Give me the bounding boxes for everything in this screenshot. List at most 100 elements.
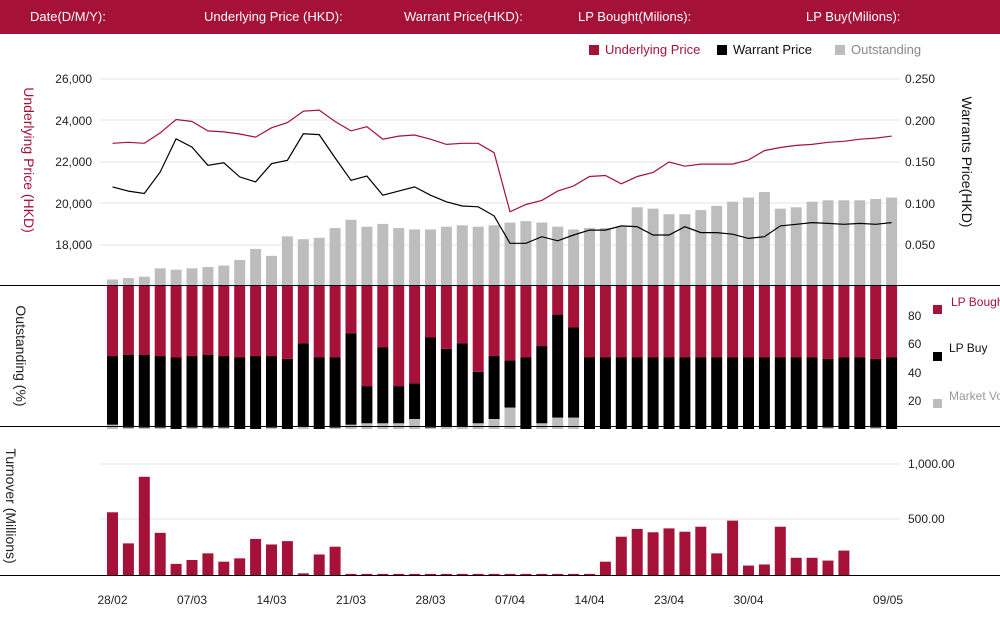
legend-warrant: Warrant Price (733, 42, 812, 57)
price-right-ticks: 0.250 0.200 0.150 0.100 0.050 (905, 72, 935, 252)
outstanding-bar (886, 197, 898, 285)
market-volume-bar (122, 427, 134, 429)
outstanding-bar (504, 222, 516, 285)
legend-swatch-market-volume (933, 399, 942, 408)
lp-bought-bar (552, 286, 564, 315)
x-tick-label: 09/05 (873, 593, 903, 607)
lp-bought-bar (854, 286, 866, 358)
lp-bought-bar (870, 286, 882, 359)
underlying-price-line (112, 109, 892, 213)
lp-bought-bar (456, 286, 468, 344)
outstanding-bar (154, 268, 166, 285)
outstanding-bar (806, 201, 818, 285)
lp-bought-bar (281, 286, 293, 359)
turnover-bar (806, 557, 818, 575)
outstanding-axis-title: Outstanding (%) (13, 305, 29, 406)
outstanding-bar (107, 279, 118, 285)
x-tick-label: 14/04 (574, 593, 604, 607)
outstanding-bar (122, 278, 134, 285)
lp-bought-bar (584, 286, 595, 358)
turnover-bar (122, 543, 134, 575)
warrant-price-label: Warrant Price(HKD): (404, 9, 523, 24)
turnover-axis-title: Turnover (Millions) (3, 448, 19, 563)
outstanding-bar (552, 226, 564, 285)
lp-bought-bar (568, 286, 580, 328)
tick-turnover: 500.00 (908, 512, 945, 526)
lp-stacked-bars (107, 286, 898, 429)
lp-bought-bar (615, 286, 627, 358)
outstanding-bar (838, 200, 850, 285)
outstanding-bar (138, 276, 150, 285)
tick-pct: 20 (908, 394, 922, 408)
x-tick-label: 30/04 (733, 593, 763, 607)
outstanding-bar (345, 219, 357, 285)
lp-bought-bar (186, 286, 198, 357)
tick-left: 18,000 (55, 238, 92, 252)
lp-buy-bar (790, 357, 802, 429)
outstanding-bar (599, 228, 611, 285)
legend-swatch-underlying (589, 45, 599, 55)
outstanding-bar (631, 207, 643, 285)
lp-buy-bar (218, 356, 230, 428)
lp-bought-bar (313, 286, 325, 358)
outstanding-bar (361, 226, 373, 285)
turnover-bar (186, 560, 198, 575)
lp-buy-bar (440, 348, 452, 427)
lp-bought-label: LP Bought(Milions): (578, 9, 692, 24)
market-volume-bar (409, 418, 421, 429)
market-volume-bar (297, 426, 309, 429)
lp-bought-bar (758, 286, 770, 358)
lp-buy-bar (472, 371, 484, 424)
tick-left: 20,000 (55, 197, 92, 211)
x-tick-label: 28/02 (97, 593, 127, 607)
lp-legend: LP Bought LP Buy Market Volume (933, 295, 1000, 408)
lp-buy-bar (393, 386, 405, 424)
lp-buy-bar (520, 357, 532, 429)
legend-swatch-lp-bought (933, 305, 942, 314)
turnover-bar (202, 553, 214, 575)
legend-lp-bought: LP Bought (951, 295, 1000, 309)
lp-buy-bar (743, 357, 754, 429)
legend-outstanding: Outstanding (851, 42, 921, 57)
turnover-bar (552, 573, 564, 575)
turnover-bar (727, 520, 739, 575)
lp-bought-bar (393, 286, 405, 387)
x-tick-label: 23/04 (654, 593, 684, 607)
outstanding-bar (870, 198, 882, 285)
outstanding-bar (409, 229, 421, 285)
turnover-bar (313, 554, 325, 575)
turnover-bar (631, 528, 643, 575)
x-axis-labels: 28/02 07/03 14/03 21/03 28/03 07/04 14/04 23/04… (97, 593, 903, 607)
market-volume-bar (822, 427, 834, 429)
turnover-bar (393, 573, 405, 575)
warrant-price-line (112, 133, 892, 244)
lp-buy-bar (504, 360, 516, 408)
lp-buy-bar (313, 357, 325, 429)
turnover-bar (138, 476, 150, 575)
lp-buy-bar (425, 337, 436, 428)
tick-left: 26,000 (55, 72, 92, 86)
lp-bought-bar (345, 286, 357, 334)
right-axis-title: Warrants Price(HKD) (959, 97, 975, 228)
price-legend: Underlying Price Warrant Price Outstandi… (589, 42, 921, 57)
turnover-bar (822, 560, 834, 575)
lp-buy-bar (345, 333, 357, 425)
turnover-bar (409, 573, 421, 575)
outstanding-bar (758, 192, 770, 285)
lp-bought-bar (440, 286, 452, 349)
turnover-bar (425, 573, 436, 575)
lp-buy-bar (806, 357, 818, 429)
lp-buy-bar (154, 356, 166, 428)
lp-buy-bar (758, 357, 770, 429)
turnover-bar (663, 528, 675, 575)
lp-buy-bar (186, 356, 198, 428)
lp-buy-bar (663, 357, 675, 429)
lp-bought-bar (806, 286, 818, 358)
lp-bought-bar (107, 286, 118, 357)
market-volume-bar (186, 427, 198, 429)
lp-bought-bar (202, 286, 214, 355)
turnover-bar (440, 573, 452, 575)
turnover-bar (615, 536, 627, 575)
lp-buy-bar (202, 354, 214, 428)
tick-left: 22,000 (55, 155, 92, 169)
